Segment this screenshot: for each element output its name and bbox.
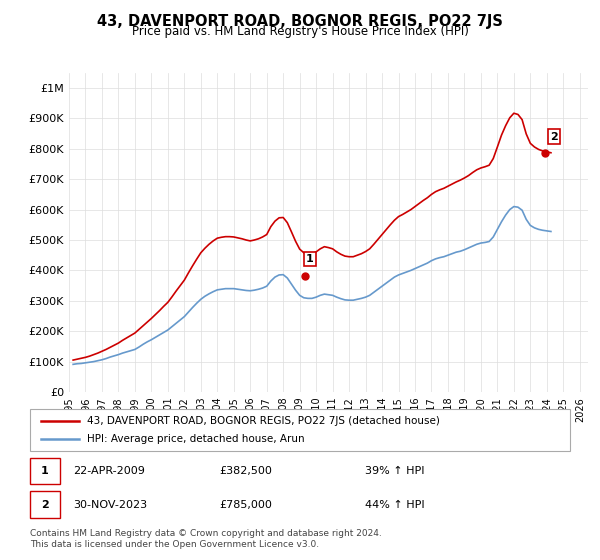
FancyBboxPatch shape	[30, 492, 60, 518]
Text: Price paid vs. HM Land Registry's House Price Index (HPI): Price paid vs. HM Land Registry's House …	[131, 25, 469, 38]
Text: 22-APR-2009: 22-APR-2009	[73, 466, 145, 476]
Text: 1: 1	[41, 466, 49, 476]
FancyBboxPatch shape	[30, 409, 570, 451]
Text: 2: 2	[550, 132, 557, 142]
Text: 43, DAVENPORT ROAD, BOGNOR REGIS, PO22 7JS: 43, DAVENPORT ROAD, BOGNOR REGIS, PO22 7…	[97, 14, 503, 29]
Text: 1: 1	[306, 254, 314, 264]
Text: Contains HM Land Registry data © Crown copyright and database right 2024.
This d: Contains HM Land Registry data © Crown c…	[30, 529, 382, 549]
Text: 2: 2	[41, 500, 49, 510]
Text: 44% ↑ HPI: 44% ↑ HPI	[365, 500, 424, 510]
Text: 30-NOV-2023: 30-NOV-2023	[73, 500, 148, 510]
Text: HPI: Average price, detached house, Arun: HPI: Average price, detached house, Arun	[86, 434, 304, 444]
Text: 43, DAVENPORT ROAD, BOGNOR REGIS, PO22 7JS (detached house): 43, DAVENPORT ROAD, BOGNOR REGIS, PO22 7…	[86, 416, 440, 426]
Text: 39% ↑ HPI: 39% ↑ HPI	[365, 466, 424, 476]
FancyBboxPatch shape	[30, 458, 60, 484]
Text: £785,000: £785,000	[219, 500, 272, 510]
Text: £382,500: £382,500	[219, 466, 272, 476]
